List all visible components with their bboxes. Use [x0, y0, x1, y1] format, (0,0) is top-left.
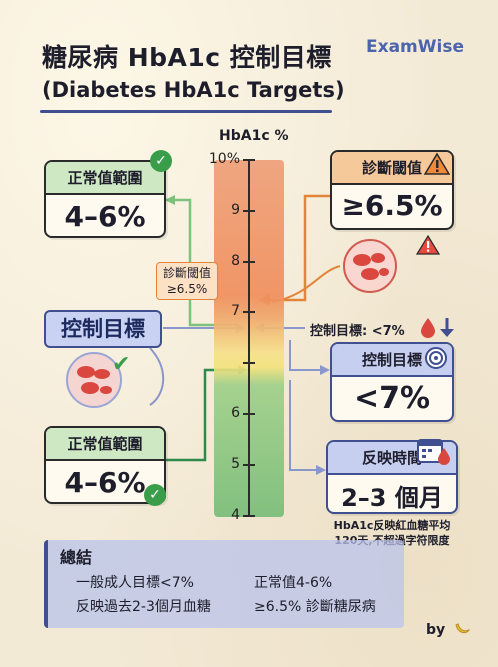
diagnosis-threshold-card: 診斷閾值 ≥6.5%: [330, 150, 454, 230]
tick-label-6: 6: [231, 405, 240, 421]
diagnosis-tag-line2: ≥6.5%: [166, 282, 208, 296]
check-circle-icon: ✓: [150, 150, 172, 172]
summary-box: 總結 一般成人目標<7% 正常值4-6% 反映過去2-3個月血糖 ≥6.5% 診…: [44, 540, 404, 628]
byline-text: by: [426, 622, 446, 638]
tick-label-9: 9: [231, 202, 240, 218]
summary-heading: 總結: [60, 548, 93, 567]
axis-title: HbA1c %: [219, 128, 289, 144]
control-target-note: 控制目標: <7%: [310, 324, 405, 339]
summary-item: 反映過去2-3個月血糖: [76, 599, 211, 615]
page-title: 糖尿病 HbA1c 控制目標: [42, 43, 332, 72]
normal-range-card-top: 正常值範圍 4–6%: [44, 160, 166, 238]
target-icon: [425, 347, 447, 369]
warning-triangle-icon: [416, 234, 440, 255]
reflect-time-value: 2–3 個月: [341, 484, 443, 512]
tick-label-5: 5: [231, 456, 240, 472]
axis-line: [248, 160, 250, 517]
tick-8: [243, 261, 255, 263]
tick-10: [243, 159, 255, 161]
tick-9: [243, 210, 255, 212]
normal-range-header: 正常值範圍: [46, 428, 164, 461]
tick-4: [243, 515, 255, 517]
tick-4b: [243, 464, 255, 466]
diagnosis-tag: 診斷閾值 ≥6.5%: [156, 262, 218, 300]
check-circle-icon: ✓: [144, 484, 166, 506]
tick-6: [243, 362, 255, 364]
diagnosis-header: 診斷閾值: [332, 152, 452, 185]
check-icon: ✔: [112, 352, 131, 377]
control-target-value: <7%: [353, 381, 431, 416]
blood-cells-icon: [66, 352, 122, 408]
normal-range-value: 4–6%: [64, 200, 146, 233]
normal-range-value: 4–6%: [64, 466, 146, 499]
brand-label: ExamWise: [366, 37, 464, 57]
summary-item: 正常值4-6%: [254, 575, 333, 591]
warning-triangle-icon: [424, 152, 450, 175]
page-subtitle: (Diabetes HbA1c Targets): [42, 78, 345, 102]
blood-cells-icon: [343, 239, 397, 293]
tick-7: [243, 311, 255, 313]
normal-range-header: 正常值範圍: [46, 162, 164, 195]
tick-label-7: 7: [231, 303, 240, 319]
tick-label-4: 4: [231, 507, 240, 523]
banana-icon: [455, 623, 471, 634]
byline: by: [426, 622, 471, 638]
summary-item: ≥6.5% 診斷糖尿病: [254, 599, 376, 615]
tick-label-8: 8: [231, 253, 240, 269]
diagnosis-value: ≥6.5%: [341, 189, 443, 222]
title-underline: [40, 110, 332, 113]
diagnosis-tag-line1: 診斷閾值: [163, 266, 212, 280]
control-target-label: 控制目標: [44, 310, 162, 348]
calendar-icon: [417, 439, 450, 465]
tick-5: [243, 413, 255, 415]
summary-item: 一般成人目標<7%: [76, 575, 194, 591]
tick-label-10: 10%: [208, 151, 240, 167]
blood-drop-icon: [421, 318, 454, 338]
reflect-note-line1: HbA1c反映紅血糖平均: [333, 519, 451, 532]
